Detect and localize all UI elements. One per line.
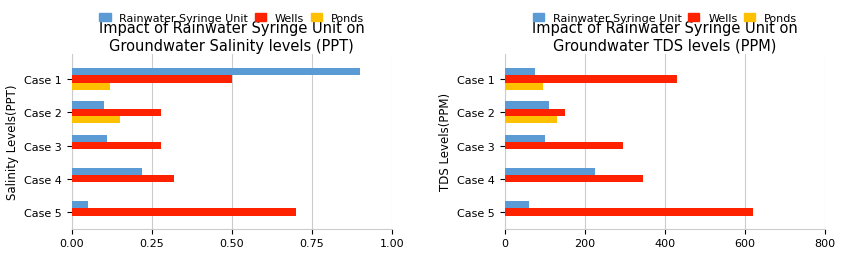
Bar xyxy=(505,176,643,183)
Bar xyxy=(71,69,360,76)
Bar xyxy=(71,76,232,83)
Bar xyxy=(505,201,529,209)
Bar xyxy=(71,201,87,209)
Bar xyxy=(505,142,623,150)
Bar xyxy=(505,76,677,83)
Bar xyxy=(505,135,545,142)
Bar xyxy=(71,168,142,176)
Bar xyxy=(71,176,174,183)
Bar xyxy=(71,83,110,91)
Bar xyxy=(71,102,103,109)
Bar xyxy=(505,209,753,216)
Bar xyxy=(71,142,161,150)
Legend: Rainwater Syringe Unit, Wells, Ponds: Rainwater Syringe Unit, Wells, Ponds xyxy=(531,12,800,26)
Title: Impact of Rainwater Syringe Unit on
Groundwater Salinity levels (PPT): Impact of Rainwater Syringe Unit on Grou… xyxy=(99,21,365,54)
Bar xyxy=(71,209,296,216)
Bar xyxy=(71,109,161,116)
Bar xyxy=(71,116,119,124)
Bar xyxy=(505,168,595,176)
Y-axis label: Salinity Levels(PPT): Salinity Levels(PPT) xyxy=(6,84,19,199)
Y-axis label: TDS Levels(PPM): TDS Levels(PPM) xyxy=(439,93,452,191)
Legend: Rainwater Syringe Unit, Wells, Ponds: Rainwater Syringe Unit, Wells, Ponds xyxy=(98,12,366,26)
Title: Impact of Rainwater Syringe Unit on
Groundwater TDS levels (PPM): Impact of Rainwater Syringe Unit on Grou… xyxy=(532,21,798,54)
Bar xyxy=(505,116,557,124)
Bar xyxy=(505,83,543,91)
Bar xyxy=(505,69,535,76)
Bar xyxy=(505,109,565,116)
Bar xyxy=(71,135,107,142)
Bar xyxy=(505,102,549,109)
